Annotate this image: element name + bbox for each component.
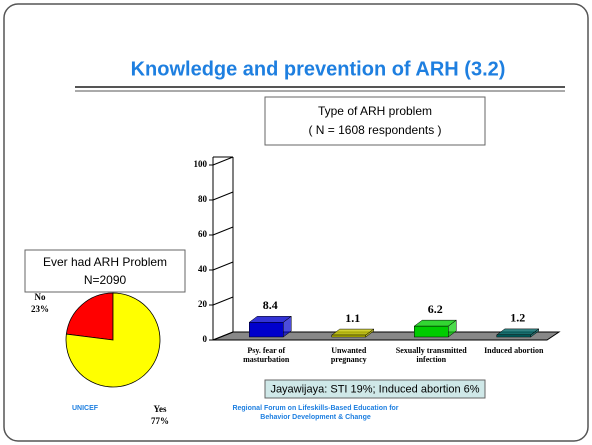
y-tick-label: 100	[194, 159, 208, 169]
value-label: 6.2	[428, 302, 443, 316]
y-tick-label: 80	[198, 194, 208, 204]
slide-title: Knowledge and prevention of ARH (3.2)	[131, 58, 506, 80]
value-label: 8.4	[263, 298, 278, 312]
note-box	[264, 379, 486, 399]
footer: Regional Forum on Lifeskills-Based Educa…	[232, 405, 399, 421]
y-tick-label: 20	[198, 299, 208, 309]
pie-title: Ever had ARH Problem	[43, 255, 167, 269]
y-tick-depth	[212, 226, 234, 236]
pie-label: Yes	[154, 404, 167, 414]
pie-slice	[65, 292, 161, 388]
pie-value-label: 77%	[151, 416, 169, 426]
value-label: 1.1	[345, 311, 360, 325]
pie-title-box	[24, 249, 186, 293]
bar	[414, 325, 449, 338]
bar-subtitle: ( N = 1608 respondents )	[308, 123, 441, 137]
value-label: 1.2	[510, 311, 525, 325]
y-tick-depth	[212, 156, 234, 166]
pie-slice	[65, 292, 114, 341]
y-tick-label: 60	[198, 229, 208, 239]
y-tick-depth	[212, 331, 234, 341]
bar	[249, 322, 284, 338]
y-tick-depth	[212, 261, 234, 271]
bar-title-box	[264, 96, 486, 146]
x-tick-label: Psy. fear of masturbation	[243, 346, 290, 364]
source: UNICEF	[72, 405, 99, 412]
bar	[496, 334, 531, 338]
x-tick-label: Sexually transmitted infection	[395, 346, 467, 364]
pie-subtitle: N=2090	[84, 273, 127, 287]
y-tick-label: 40	[198, 264, 208, 274]
bar	[331, 334, 366, 338]
x-tick-label: Unwanted pregnancy	[330, 346, 367, 364]
y-tick-label: 0	[203, 334, 208, 344]
x-tick-label: Induced abortion	[484, 346, 544, 355]
pie-value-label: 23%	[31, 304, 49, 314]
bar-title: Type of ARH problem	[318, 104, 432, 118]
note: Jayawijaya: STI 19%; Induced abortion 6%	[270, 383, 479, 395]
y-tick-depth	[212, 296, 234, 306]
y-tick-depth	[212, 191, 234, 201]
pie-label: No	[35, 292, 46, 302]
